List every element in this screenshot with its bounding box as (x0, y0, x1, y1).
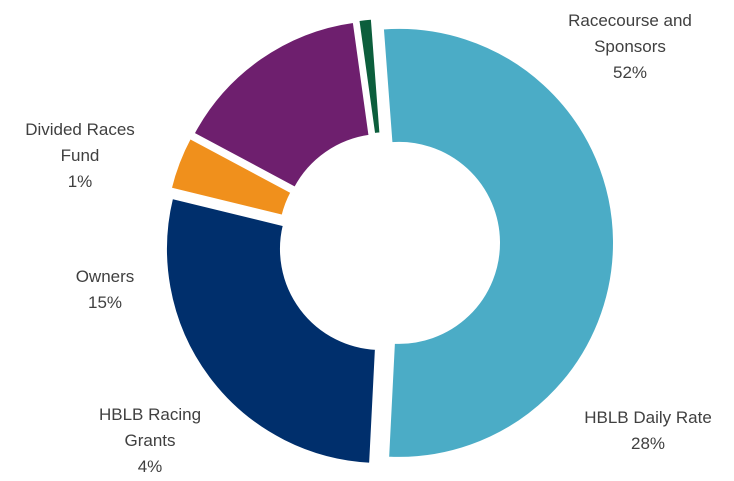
slice-percent: 15% (87, 293, 123, 312)
donut-slice-1 (164, 196, 377, 465)
slice-name-line: HBLB Racing (98, 405, 202, 424)
slice-name-line: Grants (124, 431, 176, 450)
slice-label-hblb-daily-rate: HBLB Daily Rate 28% (568, 405, 728, 457)
slice-label-racecourse-sponsors: Racecourse and Sponsors 52% (540, 8, 720, 86)
slice-label-divided-races-fund: Divided Races Fund 1% (0, 117, 160, 195)
slice-name-line: HBLB Daily Rate (584, 408, 712, 427)
slice-name-line: Divided Races (25, 120, 135, 139)
slice-percent: 28% (630, 434, 666, 453)
slice-name-line: Owners (75, 267, 135, 286)
slice-label-hblb-racing-grants: HBLB Racing Grants 4% (70, 402, 230, 480)
donut-slice-4 (357, 17, 382, 136)
slice-name-line: Sponsors (594, 37, 666, 56)
donut-slice-0 (381, 26, 615, 459)
slice-percent: 1% (67, 172, 93, 191)
slice-label-owners: Owners 15% (45, 264, 165, 316)
slice-percent: 4% (137, 457, 163, 476)
donut-slice-2 (169, 136, 293, 217)
slice-percent: 52% (612, 63, 648, 82)
donut-slice-3 (192, 20, 371, 190)
slice-name-line: Fund (60, 146, 100, 165)
slice-name-line: Racecourse and (568, 11, 692, 30)
